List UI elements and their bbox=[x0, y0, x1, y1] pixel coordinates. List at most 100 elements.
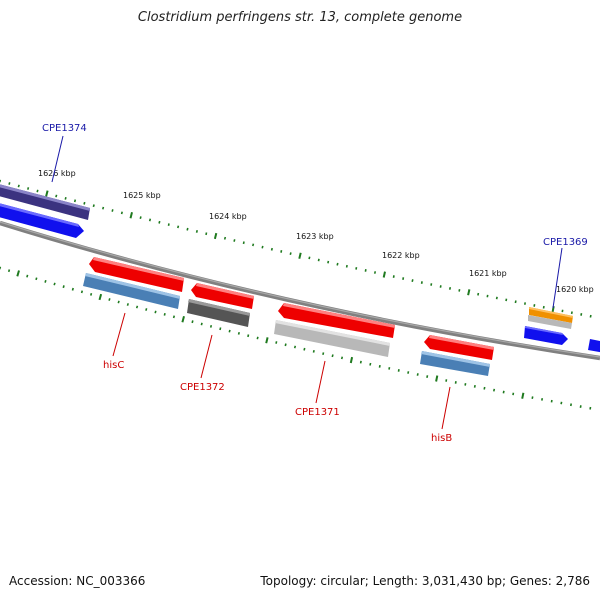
minor-tick bbox=[505, 298, 508, 302]
minor-tick bbox=[369, 362, 372, 366]
minor-tick bbox=[163, 313, 166, 316]
genome-backbone-highlight bbox=[0, 221, 600, 358]
minor-tick bbox=[71, 287, 74, 291]
minor-tick bbox=[420, 281, 423, 284]
minor-tick bbox=[195, 230, 198, 233]
accession-text: Accession: NC_003366 bbox=[9, 574, 146, 588]
minor-tick bbox=[589, 314, 592, 318]
major-tick bbox=[349, 356, 354, 364]
major-tick bbox=[265, 337, 269, 344]
minor-tick bbox=[373, 271, 377, 274]
gene-hisc-sub bbox=[83, 273, 180, 309]
minor-tick bbox=[92, 204, 95, 208]
gene-cpe1369[interactable] bbox=[529, 307, 573, 323]
minor-tick bbox=[44, 279, 47, 283]
minor-tick bbox=[483, 386, 486, 390]
gene-cpe1372-sub bbox=[187, 299, 250, 327]
minor-tick bbox=[209, 325, 213, 328]
minor-tick bbox=[261, 245, 264, 249]
minor-tick bbox=[580, 313, 583, 316]
major-tick bbox=[298, 252, 302, 259]
minor-tick bbox=[83, 201, 86, 205]
gene-forward-blue-1[interactable] bbox=[0, 202, 84, 238]
label-cpe1372[interactable]: CPE1372 bbox=[180, 382, 225, 393]
minor-tick bbox=[502, 390, 505, 394]
gene-cpe1372[interactable] bbox=[191, 283, 254, 309]
major-tick bbox=[45, 190, 49, 197]
minor-tick bbox=[80, 290, 84, 294]
major-tick bbox=[521, 392, 525, 399]
minor-tick bbox=[120, 211, 123, 215]
minor-tick bbox=[35, 277, 38, 281]
gene-forward-blue-3[interactable] bbox=[588, 339, 600, 353]
minor-tick bbox=[542, 305, 545, 309]
inner-tick-track bbox=[0, 266, 592, 410]
major-tick bbox=[181, 316, 185, 323]
minor-tick bbox=[448, 287, 452, 290]
label-cpe1371[interactable]: CPE1371 bbox=[295, 407, 340, 418]
minor-tick bbox=[416, 373, 419, 376]
gene-cpe1371[interactable] bbox=[278, 303, 395, 338]
gene-forward-blue-2[interactable] bbox=[524, 326, 568, 345]
gene-cpe1371-sub bbox=[274, 320, 390, 357]
gene-hisb[interactable] bbox=[424, 335, 494, 360]
minor-tick bbox=[312, 350, 315, 353]
major-tick bbox=[213, 232, 218, 240]
gene-hisb-sub bbox=[420, 351, 490, 376]
minor-tick bbox=[495, 296, 498, 300]
minor-tick bbox=[533, 304, 536, 307]
minor-tick bbox=[322, 352, 325, 355]
minor-tick bbox=[53, 282, 56, 286]
kbp-label-1621: 1621 kbp bbox=[469, 269, 507, 278]
minor-tick bbox=[191, 320, 194, 324]
kbp-label-1622: 1622 kbp bbox=[382, 251, 420, 260]
minor-tick bbox=[247, 334, 250, 338]
leader-hisb bbox=[441, 386, 451, 430]
minor-tick bbox=[36, 189, 39, 193]
label-hisb[interactable]: hisB bbox=[431, 433, 452, 444]
minor-tick bbox=[55, 194, 58, 198]
minor-tick bbox=[237, 332, 240, 335]
minor-tick bbox=[7, 269, 11, 273]
minor-tick bbox=[126, 303, 129, 306]
minor-tick bbox=[327, 260, 330, 264]
major-tick bbox=[16, 270, 20, 277]
gene-hisc[interactable] bbox=[89, 257, 184, 292]
label-hisc[interactable]: hisC bbox=[103, 360, 124, 371]
kbp-label-1624: 1624 kbp bbox=[209, 212, 247, 221]
leader-cpe1369 bbox=[552, 247, 563, 309]
minor-tick bbox=[219, 327, 222, 331]
minor-tick bbox=[111, 209, 114, 212]
minor-tick bbox=[402, 277, 405, 280]
kbp-label-1620: 1620 kbp bbox=[556, 285, 594, 294]
gene-cpe1374[interactable] bbox=[0, 183, 90, 220]
minor-tick bbox=[541, 398, 544, 401]
minor-tick bbox=[186, 227, 189, 231]
minor-tick bbox=[493, 388, 496, 392]
genome-backbone bbox=[0, 220, 600, 361]
minor-tick bbox=[445, 379, 448, 382]
minor-tick bbox=[336, 262, 339, 266]
label-cpe1369[interactable]: CPE1369 bbox=[543, 237, 588, 248]
minor-tick bbox=[154, 310, 157, 314]
minor-tick bbox=[252, 243, 255, 247]
minor-tick bbox=[275, 341, 278, 344]
major-tick bbox=[435, 375, 439, 382]
minor-tick bbox=[148, 218, 152, 222]
minor-tick bbox=[303, 347, 306, 351]
leader-cpe1372 bbox=[200, 334, 213, 379]
minor-tick bbox=[477, 292, 480, 296]
minor-tick bbox=[411, 279, 414, 282]
major-tick bbox=[467, 289, 471, 296]
leader-hisc bbox=[112, 312, 126, 357]
minor-tick bbox=[454, 381, 457, 384]
major-tick bbox=[129, 212, 133, 219]
minor-tick bbox=[531, 396, 534, 399]
label-cpe1374[interactable]: CPE1374 bbox=[42, 123, 87, 134]
minor-tick bbox=[340, 356, 344, 360]
minor-tick bbox=[378, 364, 381, 368]
minor-tick bbox=[108, 298, 111, 301]
leader-cpe1371 bbox=[315, 360, 326, 404]
minor-tick bbox=[397, 369, 400, 372]
minor-tick bbox=[233, 239, 236, 242]
